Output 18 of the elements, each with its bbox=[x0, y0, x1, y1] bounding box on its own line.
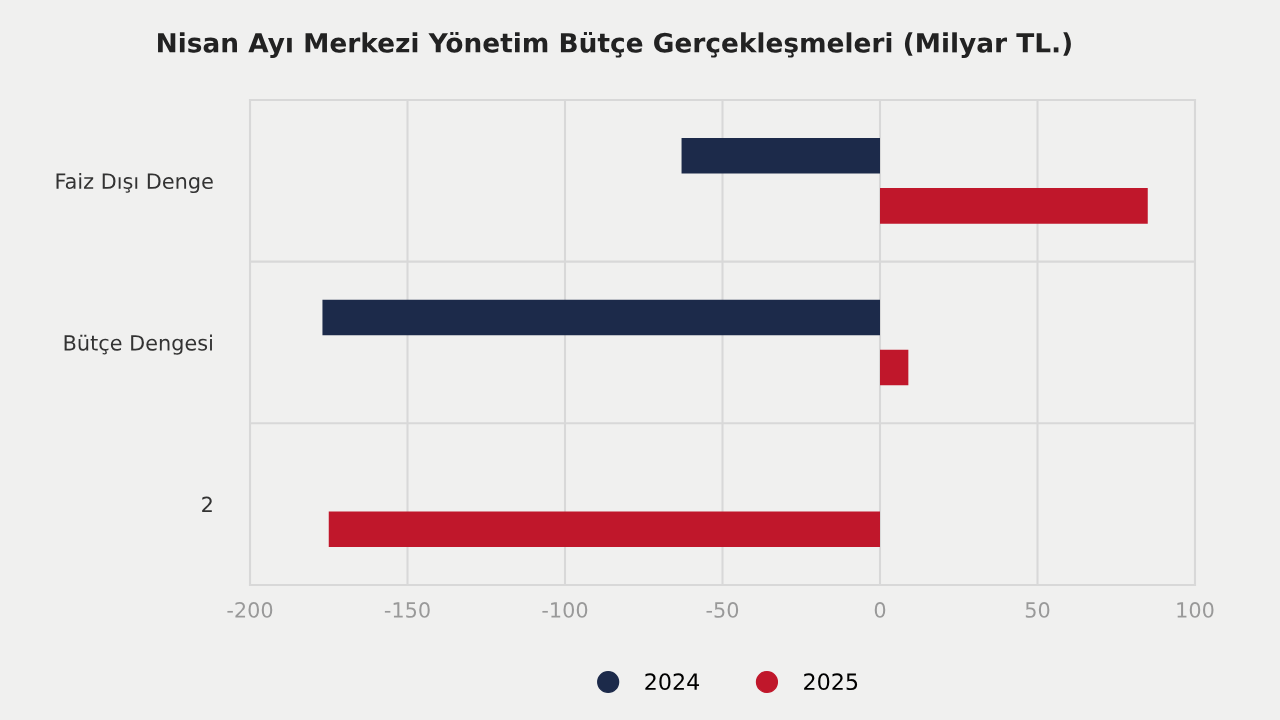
x-tick-label: -150 bbox=[384, 602, 430, 618]
y-tick-label: 2 bbox=[202, 496, 212, 513]
y-tick-label: Bütçe Dengesi bbox=[64, 334, 212, 355]
x-tick-label: 100 bbox=[1177, 602, 1214, 618]
bar bbox=[681, 137, 880, 174]
legend-label: 2025 bbox=[804, 673, 858, 691]
bar bbox=[322, 299, 880, 336]
y-tick-label: Faiz Dışı Denge bbox=[56, 172, 213, 194]
bar bbox=[880, 188, 1148, 224]
bar bbox=[880, 349, 909, 386]
chart-title: Nisan Ayı Merkezi Yönetim Bütçe Gerçekleşmeleri (Milyar TL.) bbox=[158, 31, 1071, 59]
legend-label: 2024 bbox=[645, 673, 700, 691]
bar bbox=[328, 511, 880, 548]
x-tick-label: 0 bbox=[874, 602, 886, 618]
x-tick-label: -200 bbox=[227, 602, 273, 618]
x-tick-label: -50 bbox=[706, 602, 739, 618]
x-tick-label: 50 bbox=[1025, 602, 1050, 618]
x-tick-label: -100 bbox=[542, 602, 588, 618]
